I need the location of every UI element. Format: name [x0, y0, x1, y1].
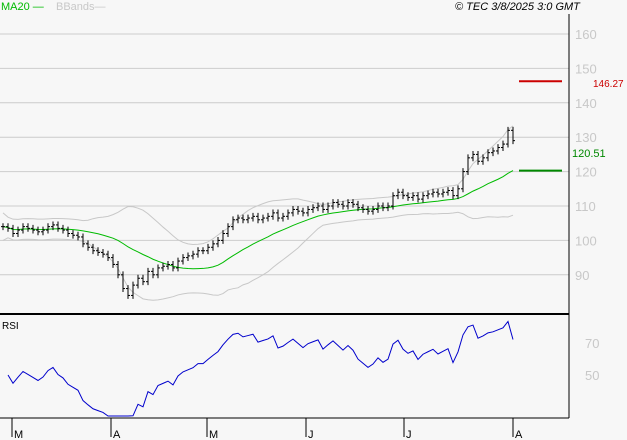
- month-label: M: [14, 429, 23, 440]
- legend-ma20: MA20 —: [1, 1, 44, 13]
- legend-bbands: BBands—: [56, 1, 106, 13]
- rsi-title: RSI: [2, 321, 19, 332]
- y-tick-label: 140: [575, 96, 597, 111]
- rsi-tick-label: 70: [585, 336, 599, 351]
- ma20-line: [2, 170, 514, 270]
- month-label: J: [406, 429, 412, 440]
- y-tick-label: 110: [575, 199, 596, 214]
- month-label: A: [113, 429, 121, 440]
- bband-upper: [2, 125, 514, 246]
- last-price-label: 146.27: [593, 79, 624, 90]
- copyright-text: © TEC 3/8/2025 3:0 GMT: [455, 1, 580, 13]
- month-label: A: [515, 429, 523, 440]
- y-tick-label: 160: [575, 27, 597, 42]
- ma-last-label: 120.51: [572, 148, 606, 160]
- month-label: J: [308, 429, 314, 440]
- legend-ma20-label: MA20: [1, 1, 30, 13]
- rsi-tick-label: 50: [585, 368, 599, 383]
- rsi-line: [7, 320, 514, 417]
- legend-bbands-label: BBands: [56, 1, 95, 13]
- y-tick-label: 150: [575, 61, 597, 76]
- y-tick-label: 120: [575, 165, 597, 180]
- bband-lower: [2, 211, 514, 301]
- y-tick-label: 90: [575, 268, 589, 283]
- month-label: M: [209, 429, 218, 440]
- y-tick-label: 100: [575, 233, 597, 248]
- y-tick-label: 130: [575, 130, 597, 145]
